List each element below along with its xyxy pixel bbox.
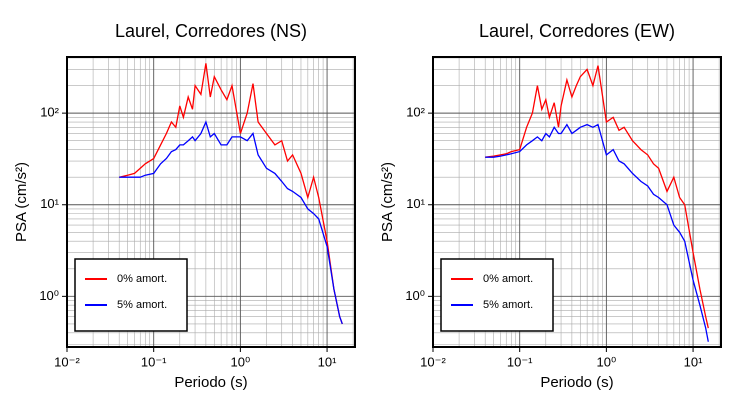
legend-label: 0% amort. xyxy=(483,273,533,285)
legend-label: 5% amort. xyxy=(483,299,533,311)
x-axis-label: Periodo (s) xyxy=(540,374,613,391)
plot-frame xyxy=(66,56,356,348)
y-axis-label: PSA (cm/s²) xyxy=(379,162,396,242)
y-tick-label: 10⁰ xyxy=(39,288,59,303)
legend-box xyxy=(74,258,188,332)
chart-title: Laurel, Corredores (NS) xyxy=(115,21,307,41)
plot-frame xyxy=(432,56,722,348)
x-tick-label: 10⁰ xyxy=(597,354,617,369)
y-tick-label: 10² xyxy=(406,105,425,120)
legend-label: 5% amort. xyxy=(117,299,167,311)
chart-title: Laurel, Corredores (EW) xyxy=(479,21,675,41)
x-tick-label: 10⁻² xyxy=(420,354,446,369)
x-axis-label: Periodo (s) xyxy=(174,374,247,391)
legend-label: 0% amort. xyxy=(117,273,167,285)
y-tick-label: 10¹ xyxy=(406,196,425,211)
x-tick-label: 10⁻¹ xyxy=(141,354,167,369)
y-axis-label: PSA (cm/s²) xyxy=(13,162,30,242)
series-line xyxy=(485,123,709,342)
x-tick-label: 10⁻² xyxy=(54,354,80,369)
legend-box xyxy=(440,258,554,332)
series-line xyxy=(485,65,709,329)
series-line xyxy=(119,63,343,325)
x-tick-label: 10⁰ xyxy=(231,354,251,369)
series-line xyxy=(119,120,343,325)
x-tick-label: 10¹ xyxy=(684,354,703,369)
y-tick-label: 10² xyxy=(40,105,59,120)
x-tick-label: 10¹ xyxy=(318,354,337,369)
y-tick-label: 10⁰ xyxy=(405,288,425,303)
x-tick-label: 10⁻¹ xyxy=(507,354,533,369)
y-tick-label: 10¹ xyxy=(40,196,59,211)
